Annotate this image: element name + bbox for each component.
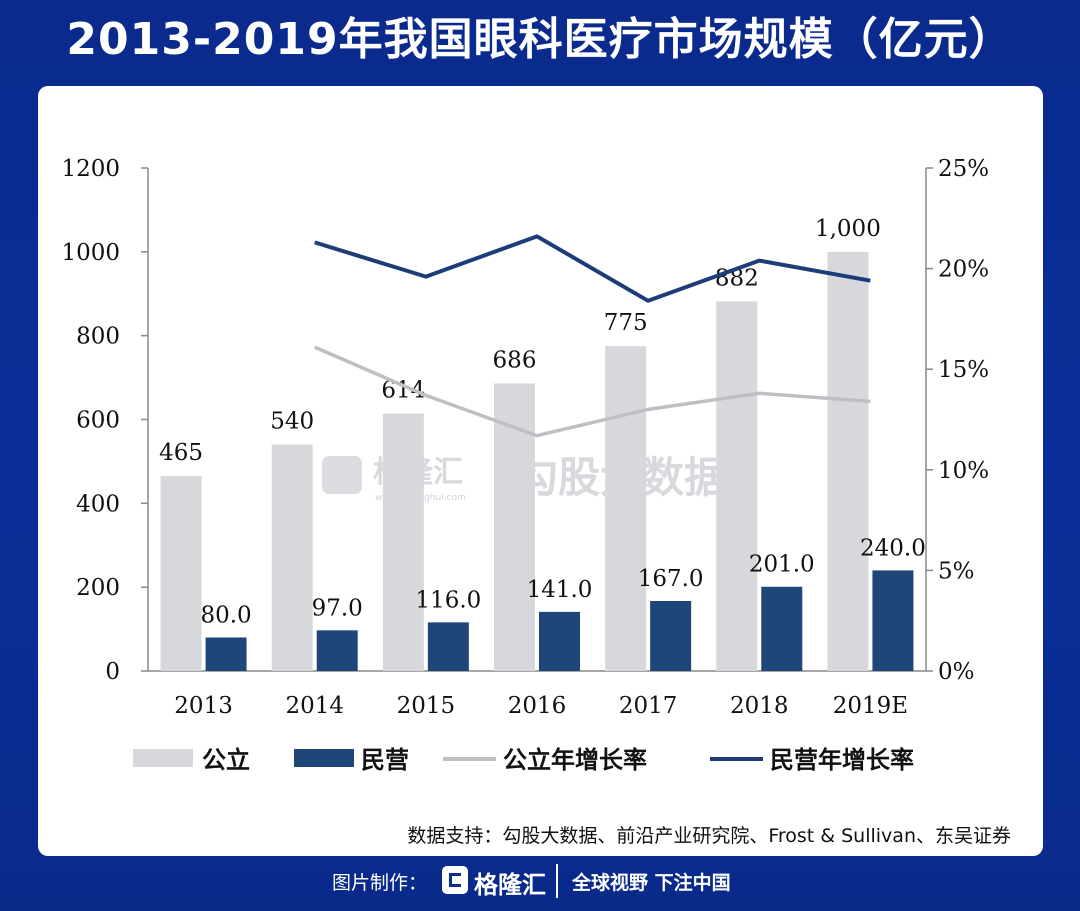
x-tick-label: 2016	[508, 693, 567, 719]
data-source: 数据支持：勾股大数据、前沿产业研究院、Frost & Sullivan、东吴证券	[407, 825, 1011, 847]
y-left-tick-label: 1200	[61, 156, 120, 182]
bar-public-label: 1,000	[815, 216, 881, 242]
gelonghui-logo-icon	[442, 866, 468, 894]
watermark-logo-icon	[322, 456, 362, 494]
bar-private-label: 141.0	[527, 577, 593, 603]
bar-private	[205, 637, 247, 671]
y-right-tick-label: 10%	[938, 458, 989, 484]
bar-public	[271, 444, 313, 671]
legend-label-private-growth: 民营年增长率	[770, 745, 914, 774]
x-tick-label: 2013	[174, 693, 233, 719]
line-public-growth	[314, 345, 871, 438]
legend-swatch-public	[133, 749, 193, 767]
x-tick-label: 2017	[619, 693, 678, 719]
y-left-tick-label: 800	[76, 324, 120, 350]
bar-private-label: 116.0	[415, 587, 481, 613]
y-right-tick-label: 5%	[938, 558, 975, 584]
bar-private-label: 201.0	[749, 552, 815, 578]
bar-public	[827, 251, 869, 672]
y-left-tick-label: 1000	[61, 240, 120, 266]
bar-public-label: 540	[270, 409, 314, 435]
legend-label-public-growth: 公立年增长率	[503, 745, 647, 774]
bar-public	[605, 346, 647, 671]
bar-public-label: 465	[159, 440, 203, 466]
x-tick-label: 2014	[285, 693, 344, 719]
combo-chart: 格隆汇www.gelonghui.com勾股大数据020040060080010…	[61, 156, 989, 774]
bar-private	[650, 600, 692, 671]
y-left-tick-label: 0	[105, 659, 120, 685]
bar-private	[316, 630, 358, 671]
bar-private	[539, 611, 580, 671]
x-tick-label: 2018	[730, 693, 789, 719]
y-right-tick-label: 15%	[938, 357, 989, 383]
line-private-growth	[314, 234, 871, 303]
legend-swatch-private	[294, 749, 354, 767]
bar-private	[427, 622, 469, 671]
footer-made-by: 图片制作：	[332, 872, 428, 894]
bar-private-label: 97.0	[312, 595, 363, 621]
bar-public	[716, 301, 758, 671]
bar-private-label: 80.0	[200, 602, 251, 628]
y-right-tick-label: 20%	[938, 257, 989, 283]
y-left-tick-label: 400	[76, 491, 120, 517]
y-left-tick-label: 600	[76, 408, 120, 434]
chart-panel: 格隆汇www.gelonghui.com勾股大数据020040060080010…	[38, 86, 1043, 856]
y-left-tick-label: 200	[76, 575, 120, 601]
legend-label-private: 民营	[361, 745, 409, 774]
bar-private	[761, 586, 803, 671]
x-tick-label: 2015	[397, 693, 456, 719]
footer-divider	[556, 864, 558, 898]
y-right-tick-label: 25%	[938, 156, 989, 182]
bar-public	[160, 476, 202, 671]
bar-public-label: 686	[493, 347, 537, 373]
footer: 图片制作： 格隆汇 全球视野 下注中国	[0, 858, 1080, 904]
bar-public-label: 775	[604, 310, 648, 336]
bar-private-label: 167.0	[638, 566, 704, 592]
bar-private-label: 240.0	[860, 535, 926, 561]
bar-private	[872, 570, 914, 671]
footer-slogan: 全球视野 下注中国	[572, 872, 731, 894]
footer-brand: 格隆汇	[474, 871, 546, 899]
y-right-tick-label: 0%	[938, 659, 975, 685]
bar-public	[382, 413, 424, 671]
x-tick-label: 2019E	[833, 693, 908, 719]
chart-title: 2013-2019年我国眼科医疗市场规模（亿元）	[66, 14, 1014, 65]
legend-label-public: 公立	[202, 745, 250, 774]
